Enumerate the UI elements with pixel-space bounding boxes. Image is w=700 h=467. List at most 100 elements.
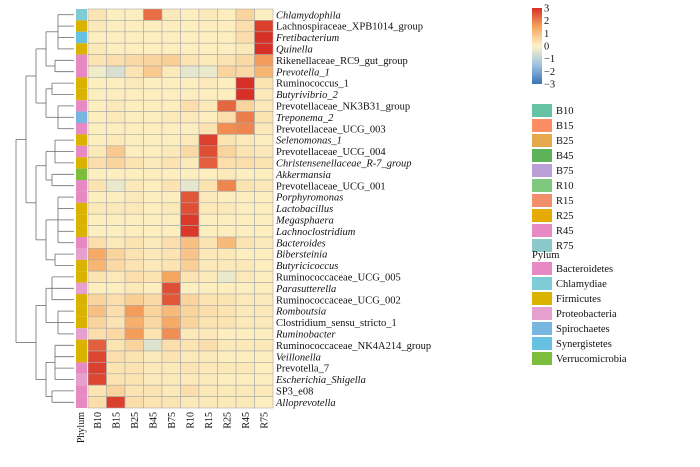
heatmap-cell	[87, 384, 107, 397]
heatmap-cell	[217, 236, 237, 249]
heatmap-cell	[217, 42, 237, 55]
heatmap-cell	[198, 213, 218, 226]
heatmap-cell	[124, 282, 144, 295]
heatmap-cell	[180, 168, 200, 181]
heatmap-cell	[124, 179, 144, 192]
heatmap-cell	[180, 384, 200, 397]
heatmap-cell	[180, 362, 200, 375]
heatmap-cell	[254, 236, 274, 249]
heatmap-cell	[124, 305, 144, 318]
heatmap-cell	[254, 327, 274, 340]
heatmap-cell	[87, 293, 107, 306]
heatmap-cell	[87, 270, 107, 283]
heatmap-cell	[180, 202, 200, 215]
group-legend-swatch	[532, 134, 552, 147]
column-label: R45	[241, 412, 252, 429]
heatmap-cell	[198, 77, 218, 90]
heatmap-cell	[161, 384, 181, 397]
heatmap-cell	[87, 145, 107, 158]
phylum-legend-label: Verrucomicrobia	[556, 354, 627, 365]
heatmap-cell	[106, 248, 126, 261]
row-label: Ruminococcaceae_UCG_002	[276, 295, 401, 306]
heatmap-cell	[254, 88, 274, 101]
heatmap-cell	[254, 99, 274, 112]
heatmap-cell	[161, 77, 181, 90]
heatmap-cell	[161, 134, 181, 147]
phylum-annotation-cell	[76, 9, 87, 21]
heatmap-cell	[143, 248, 163, 261]
group-legend-label: R25	[556, 211, 574, 222]
heatmap-cell	[180, 339, 200, 352]
row-labels: ChlamydophilaLachnospiraceae_XPB1014_gro…	[275, 10, 431, 409]
phylum-annotation-cell	[76, 77, 87, 89]
heatmap-cell	[198, 54, 218, 67]
phylum-annotation-cell	[76, 111, 87, 123]
group-legend-swatch	[532, 149, 552, 162]
heatmap-cell	[161, 88, 181, 101]
phylum-annotation-cell	[76, 248, 87, 260]
phylum-annotation-cell	[76, 202, 87, 215]
row-label: Chlamydophila	[276, 10, 341, 21]
heatmap-cell	[235, 191, 255, 204]
heatmap-cell	[87, 339, 107, 352]
heatmap-cell	[235, 111, 255, 124]
phylum-annotation-cell	[76, 328, 87, 340]
heatmap-cell	[161, 213, 181, 226]
heatmap-cell	[143, 134, 163, 147]
heatmap-cell	[87, 362, 107, 375]
group-legend-swatch	[532, 239, 552, 252]
heatmap-cell	[235, 77, 255, 90]
heatmap-cell	[106, 65, 126, 78]
heatmap-cell	[180, 327, 200, 340]
heatmap-cell	[143, 77, 163, 90]
heatmap-cell	[254, 270, 274, 283]
heatmap-cell	[161, 373, 181, 386]
heatmap-cell	[254, 145, 274, 158]
color-scale-bar	[532, 8, 542, 84]
heatmap-cell	[143, 396, 163, 409]
phylum-legend-label: Spirochaetes	[556, 324, 610, 335]
heatmap-cell	[106, 293, 126, 306]
row-label: Ruminococcaceae_UCG_005	[276, 273, 401, 284]
heatmap-cell	[235, 8, 255, 21]
heatmap-cell	[87, 65, 107, 78]
group-legend-swatch	[532, 119, 552, 132]
heatmap-cell	[143, 225, 163, 238]
phylum-annotation-cell	[76, 294, 87, 306]
group-legend-label: B25	[556, 136, 574, 147]
heatmap-cell	[217, 327, 237, 340]
heatmap-cell	[143, 122, 163, 135]
heatmap-cell	[180, 111, 200, 124]
heatmap-cell	[161, 202, 181, 215]
column-label: R25	[222, 412, 233, 429]
heatmap-cell	[161, 42, 181, 55]
heatmap-cell	[143, 282, 163, 295]
heatmap-cell	[235, 65, 255, 78]
row-label: Akkermansia	[275, 170, 331, 181]
phylum-legend-swatch	[532, 352, 552, 365]
heatmap-cell	[180, 350, 200, 363]
heatmap-cell	[143, 362, 163, 375]
heatmap-cell	[235, 362, 255, 375]
heatmap-cell	[235, 134, 255, 147]
row-label: Christensenellaceae_R-7_group	[276, 159, 412, 170]
heatmap-cell	[143, 191, 163, 204]
heatmap-cell	[106, 20, 126, 33]
heatmap-cell	[217, 77, 237, 90]
heatmap-cell	[254, 42, 274, 55]
heatmap-cell	[254, 305, 274, 318]
heatmap-cell	[235, 259, 255, 272]
heatmap-cell	[106, 191, 126, 204]
heatmap-cell	[124, 270, 144, 283]
heatmap-cell	[106, 156, 126, 169]
heatmap-cell	[124, 202, 144, 215]
heatmap-cell	[254, 179, 274, 192]
heatmap-cell	[124, 293, 144, 306]
heatmap-cell	[124, 213, 144, 226]
heatmap-cell	[106, 42, 126, 55]
heatmap-cell	[254, 168, 274, 181]
heatmap-cell	[235, 88, 255, 101]
row-label: Escherichia_Shigella	[275, 375, 366, 386]
group-legend-swatch	[532, 164, 552, 177]
